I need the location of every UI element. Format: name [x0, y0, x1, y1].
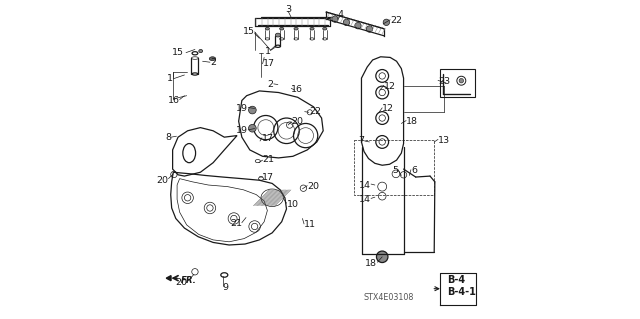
Text: 18: 18: [406, 117, 418, 126]
Ellipse shape: [323, 27, 327, 30]
Text: 14: 14: [359, 195, 371, 204]
Text: 15: 15: [172, 48, 184, 57]
Text: 23: 23: [438, 77, 450, 86]
Text: 1: 1: [264, 47, 271, 56]
Text: 2: 2: [210, 58, 216, 67]
Text: 5: 5: [392, 166, 398, 175]
Polygon shape: [166, 276, 171, 281]
Text: B-4: B-4: [447, 275, 465, 285]
Ellipse shape: [266, 27, 269, 30]
Circle shape: [459, 78, 463, 83]
Text: STX4E03108: STX4E03108: [364, 293, 414, 302]
Circle shape: [343, 19, 349, 26]
Text: 21: 21: [230, 219, 242, 228]
Circle shape: [355, 23, 361, 29]
Text: 20: 20: [307, 182, 319, 191]
Ellipse shape: [199, 49, 203, 53]
Text: 16: 16: [291, 85, 303, 94]
Text: 22: 22: [390, 16, 402, 25]
Ellipse shape: [294, 27, 298, 30]
Circle shape: [248, 106, 256, 114]
Text: 17: 17: [262, 59, 275, 68]
Text: 4: 4: [338, 10, 344, 19]
Text: 18: 18: [365, 259, 378, 268]
Text: 2: 2: [268, 80, 274, 89]
Text: 9: 9: [223, 283, 228, 292]
Circle shape: [366, 26, 372, 32]
Text: 22: 22: [309, 107, 321, 116]
Ellipse shape: [209, 57, 216, 61]
Text: 17: 17: [262, 134, 274, 143]
Text: 19: 19: [236, 104, 248, 113]
Text: 16: 16: [168, 96, 180, 105]
Text: 6: 6: [411, 166, 417, 175]
Text: 14: 14: [359, 181, 371, 189]
Text: 13: 13: [438, 136, 450, 145]
Circle shape: [332, 16, 338, 22]
Ellipse shape: [310, 27, 314, 30]
Circle shape: [376, 251, 388, 263]
Text: 8: 8: [165, 133, 171, 142]
Text: 3: 3: [285, 5, 291, 14]
Text: 21: 21: [262, 155, 275, 164]
Text: 12: 12: [382, 104, 394, 113]
Text: 20: 20: [291, 117, 303, 126]
Text: 20: 20: [175, 278, 188, 287]
Text: 10: 10: [287, 200, 298, 209]
Text: 15: 15: [243, 27, 255, 36]
Text: 17: 17: [262, 173, 274, 182]
Text: 1: 1: [167, 74, 173, 83]
Ellipse shape: [280, 27, 284, 30]
Text: 19: 19: [236, 126, 248, 135]
Text: 7: 7: [358, 136, 365, 145]
Text: 12: 12: [384, 82, 396, 91]
Text: FR.: FR.: [181, 276, 197, 285]
Text: B-4-1: B-4-1: [447, 287, 476, 297]
Text: 11: 11: [304, 220, 316, 229]
Ellipse shape: [275, 33, 280, 37]
Text: 20: 20: [156, 176, 168, 185]
Circle shape: [248, 124, 256, 132]
Circle shape: [383, 19, 390, 26]
